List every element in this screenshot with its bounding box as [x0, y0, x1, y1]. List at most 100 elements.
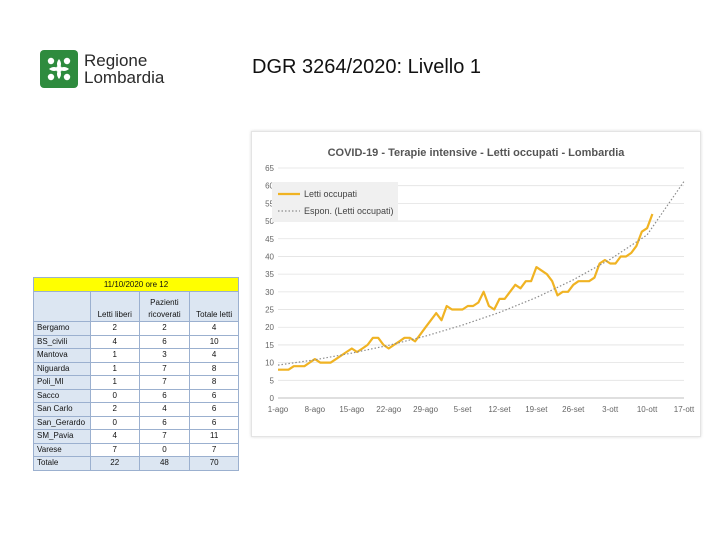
y-tick-label: 15: [265, 341, 274, 350]
legend-box: [272, 182, 398, 222]
table-cell-value: 8: [189, 361, 239, 376]
x-tick-label: 8-ago: [305, 405, 326, 414]
table-cell-total-value: 48: [138, 456, 191, 471]
table-cell-hospital: Niguarda: [33, 361, 91, 376]
table-row: Sacco 0 6 6: [33, 388, 239, 403]
legend-label: Letti occupati: [304, 189, 357, 199]
table-cell-value: 8: [189, 375, 239, 390]
slide-title: DGR 3264/2020: Livello 1: [252, 56, 482, 78]
table-cell-value: 6: [189, 388, 239, 403]
table-cell-value: 7: [138, 429, 191, 444]
table-cell-total-label: Totale: [33, 456, 91, 471]
table-row: San Carlo 2 4 6: [33, 402, 239, 417]
table-cell-hospital: Varese: [33, 442, 91, 457]
table-cell-value: 2: [89, 321, 140, 336]
y-tick-label: 10: [265, 359, 274, 368]
table-cell-hospital: Bergamo: [33, 321, 91, 336]
y-tick-label: 0: [270, 394, 275, 403]
table-cell-hospital: San Carlo: [33, 402, 91, 417]
x-tick-label: 10-ott: [637, 405, 658, 414]
y-tick-label: 55: [265, 199, 274, 208]
x-tick-label: 15-ago: [339, 405, 364, 414]
table-cell-hospital: SM_Pavia: [33, 429, 91, 444]
table-cell-hospital: BS_civili: [33, 334, 91, 349]
table-row: Niguarda 1 7 8: [33, 361, 239, 376]
table-cell-value: 6: [138, 415, 191, 430]
table-cell-value: 4: [138, 402, 191, 417]
table-cell-value: 0: [89, 388, 140, 403]
y-tick-label: 5: [270, 376, 275, 385]
table-row: San_Gerardo 0 6 6: [33, 415, 239, 430]
y-tick-label: 45: [265, 235, 274, 244]
table-cell-hospital: Mantova: [33, 348, 91, 363]
table-cell-value: 7: [89, 442, 140, 457]
table-cell-value: 6: [138, 388, 191, 403]
x-tick-label: 17-ott: [674, 405, 695, 414]
table-cell-value: 6: [189, 415, 239, 430]
y-tick-label: 35: [265, 270, 274, 279]
x-tick-label: 5-set: [454, 405, 473, 414]
table-header-total: Totale letti: [189, 291, 239, 322]
table-cell-value: 4: [189, 348, 239, 363]
table-cell-value: 4: [89, 334, 140, 349]
logo-line-2: Lombardia: [84, 68, 165, 87]
logo-line-1: Regione: [84, 51, 148, 70]
y-tick-label: 50: [265, 217, 274, 226]
table-row: Bergamo 2 2 4: [33, 321, 239, 336]
table-cell-total-value: 22: [89, 456, 140, 471]
table-cell-value: 1: [89, 375, 140, 390]
x-tick-label: 1-ago: [268, 405, 289, 414]
table-cell-value: 2: [89, 402, 140, 417]
table-cell-value: 0: [89, 415, 140, 430]
x-tick-label: 22-ago: [376, 405, 401, 414]
table-row: Mantova 1 3 4: [33, 348, 239, 363]
hospital-beds-table: 11/10/2020 ore 12 Letti liberi Pazienti …: [33, 277, 239, 471]
table-cell-value: 7: [138, 375, 191, 390]
table-header-patients: Pazienti ricoverati: [138, 291, 191, 322]
regione-lombardia-logo: Regione Lombardia: [40, 50, 180, 92]
table-cell-value: 7: [138, 361, 191, 376]
table-cell-hospital: Sacco: [33, 388, 91, 403]
logo-wordmark: Regione Lombardia: [84, 52, 164, 86]
y-tick-label: 65: [265, 164, 274, 173]
x-tick-label: 3-ott: [602, 405, 619, 414]
table-row: Poli_MI 1 7 8: [33, 375, 239, 390]
table-header-free: Letti liberi: [89, 291, 140, 322]
y-tick-label: 30: [265, 288, 274, 297]
table-header-row: Letti liberi Pazienti ricoverati Totale …: [33, 291, 239, 322]
table-cell-value: 4: [189, 321, 239, 336]
legend-label: Espon. (Letti occupati): [304, 206, 394, 216]
table-cell-hospital: San_Gerardo: [33, 415, 91, 430]
table-cell-value: 6: [189, 402, 239, 417]
x-tick-label: 29-ago: [413, 405, 438, 414]
table-cell-value: 2: [138, 321, 191, 336]
y-tick-label: 40: [265, 252, 274, 261]
y-tick-label: 60: [265, 182, 274, 191]
table-cell-value: 11: [189, 429, 239, 444]
y-tick-label: 25: [265, 306, 274, 315]
table-row: BS_civili 4 6 10: [33, 334, 239, 349]
table-cell-value: 1: [89, 361, 140, 376]
chart-container: COVID-19 - Terapie intensive - Letti occ…: [251, 131, 701, 437]
x-tick-label: 26-set: [562, 405, 585, 414]
table-header-name: [33, 291, 91, 322]
table-cell-value: 6: [138, 334, 191, 349]
series-line-trend: [277, 181, 685, 366]
table-date: 11/10/2020 ore 12: [33, 277, 239, 292]
table-row: SM_Pavia 4 7 11: [33, 429, 239, 444]
rose-camuna-icon: [40, 50, 78, 88]
y-tick-label: 20: [265, 323, 274, 332]
table-cell-value: 7: [189, 442, 239, 457]
table-cell-value: 1: [89, 348, 140, 363]
table-cell-value: 10: [189, 334, 239, 349]
table-cell-value: 0: [138, 442, 191, 457]
series-line-letti-occupati: [278, 213, 654, 371]
table-row: Varese 7 0 7: [33, 442, 239, 457]
x-tick-label: 12-set: [488, 405, 511, 414]
table-cell-hospital: Poli_MI: [33, 375, 91, 390]
chart-title: COVID-19 - Terapie intensive - Letti occ…: [328, 147, 626, 159]
table-cell-value: 4: [89, 429, 140, 444]
table-cell-total-value: 70: [189, 456, 239, 471]
line-chart: COVID-19 - Terapie intensive - Letti occ…: [265, 147, 695, 414]
table-cell-value: 3: [138, 348, 191, 363]
